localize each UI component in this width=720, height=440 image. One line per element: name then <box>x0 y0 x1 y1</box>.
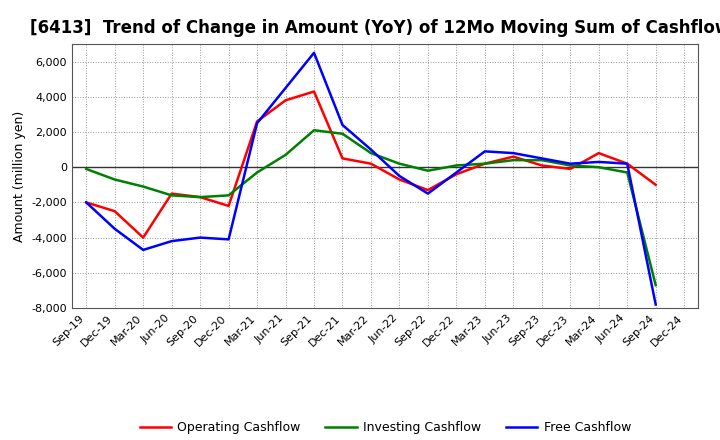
Investing Cashflow <box>253 170 261 175</box>
Investing Cashflow <box>480 161 489 166</box>
Free Cashflow <box>509 150 518 156</box>
Investing Cashflow <box>338 131 347 136</box>
Free Cashflow <box>110 226 119 231</box>
Investing Cashflow <box>139 184 148 189</box>
Investing Cashflow <box>395 161 404 166</box>
Investing Cashflow <box>110 177 119 182</box>
Investing Cashflow <box>595 165 603 170</box>
Operating Cashflow <box>167 191 176 196</box>
Operating Cashflow <box>366 161 375 166</box>
Investing Cashflow <box>509 158 518 163</box>
Free Cashflow <box>595 159 603 165</box>
Free Cashflow <box>366 147 375 152</box>
Investing Cashflow <box>282 152 290 158</box>
Free Cashflow <box>167 238 176 244</box>
Investing Cashflow <box>566 163 575 168</box>
Free Cashflow <box>652 302 660 307</box>
Investing Cashflow <box>452 163 461 168</box>
Free Cashflow <box>480 149 489 154</box>
Free Cashflow <box>623 161 631 166</box>
Operating Cashflow <box>225 203 233 209</box>
Investing Cashflow <box>623 170 631 175</box>
Operating Cashflow <box>452 172 461 177</box>
Free Cashflow <box>225 237 233 242</box>
Operating Cashflow <box>480 161 489 166</box>
Investing Cashflow <box>423 168 432 173</box>
Line: Free Cashflow: Free Cashflow <box>86 53 656 304</box>
Operating Cashflow <box>338 156 347 161</box>
Operating Cashflow <box>139 235 148 240</box>
Investing Cashflow <box>225 193 233 198</box>
Free Cashflow <box>423 191 432 196</box>
Investing Cashflow <box>82 166 91 172</box>
Free Cashflow <box>139 247 148 253</box>
Operating Cashflow <box>423 187 432 193</box>
Free Cashflow <box>282 85 290 91</box>
Y-axis label: Amount (million yen): Amount (million yen) <box>13 110 26 242</box>
Free Cashflow <box>537 156 546 161</box>
Operating Cashflow <box>82 200 91 205</box>
Investing Cashflow <box>310 128 318 133</box>
Free Cashflow <box>82 200 91 205</box>
Title: [6413]  Trend of Change in Amount (YoY) of 12Mo Moving Sum of Cashflows: [6413] Trend of Change in Amount (YoY) o… <box>30 19 720 37</box>
Free Cashflow <box>395 173 404 179</box>
Operating Cashflow <box>566 166 575 172</box>
Free Cashflow <box>452 170 461 175</box>
Investing Cashflow <box>366 150 375 156</box>
Operating Cashflow <box>509 154 518 159</box>
Operating Cashflow <box>537 163 546 168</box>
Free Cashflow <box>253 121 261 126</box>
Free Cashflow <box>338 122 347 128</box>
Operating Cashflow <box>196 194 204 200</box>
Operating Cashflow <box>652 182 660 187</box>
Free Cashflow <box>566 161 575 166</box>
Operating Cashflow <box>595 150 603 156</box>
Operating Cashflow <box>623 161 631 166</box>
Legend: Operating Cashflow, Investing Cashflow, Free Cashflow: Operating Cashflow, Investing Cashflow, … <box>135 416 636 439</box>
Free Cashflow <box>310 50 318 55</box>
Line: Investing Cashflow: Investing Cashflow <box>86 130 656 285</box>
Investing Cashflow <box>167 193 176 198</box>
Line: Operating Cashflow: Operating Cashflow <box>86 92 656 238</box>
Operating Cashflow <box>282 98 290 103</box>
Investing Cashflow <box>652 282 660 288</box>
Free Cashflow <box>196 235 204 240</box>
Operating Cashflow <box>110 209 119 214</box>
Operating Cashflow <box>253 119 261 124</box>
Investing Cashflow <box>537 158 546 163</box>
Investing Cashflow <box>196 194 204 200</box>
Operating Cashflow <box>310 89 318 94</box>
Operating Cashflow <box>395 177 404 182</box>
